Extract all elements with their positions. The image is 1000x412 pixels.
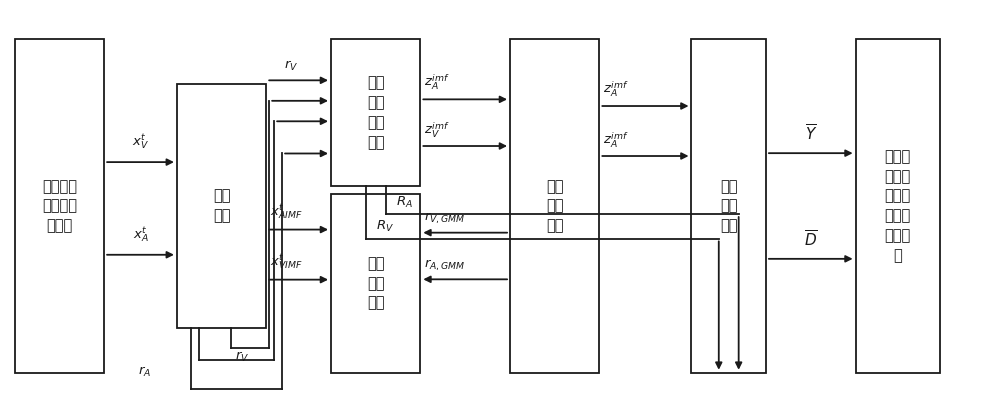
Text: 信号
残差
频谱
特征: 信号 残差 频谱 特征	[367, 75, 384, 150]
Bar	[510, 40, 599, 372]
Text: 频谱
特征
提取: 频谱 特征 提取	[367, 256, 384, 311]
Text: 球磨机振
声振动信
号测量: 球磨机振 声振动信 号测量	[42, 179, 77, 233]
Text: $r_{A,GMM}$: $r_{A,GMM}$	[424, 258, 466, 273]
Text: $\overline{Y}$: $\overline{Y}$	[805, 124, 817, 144]
Text: 信号
分解: 信号 分解	[213, 189, 230, 223]
Text: $r_{V,GMM}$: $r_{V,GMM}$	[424, 211, 466, 226]
Text: 球磨机
负荷参
数软测
量值及
置信区
间: 球磨机 负荷参 数软测 量值及 置信区 间	[885, 149, 911, 263]
Bar	[331, 194, 420, 372]
Bar	[691, 40, 766, 372]
Text: $z_A^{imf}$: $z_A^{imf}$	[603, 130, 629, 150]
Text: $R_A$: $R_A$	[396, 195, 412, 210]
Text: $x_{VIMF}^t$: $x_{VIMF}^t$	[270, 253, 303, 272]
Text: 特征
函数
聚类: 特征 函数 聚类	[546, 179, 563, 233]
Text: $r_V$: $r_V$	[235, 350, 250, 364]
Text: $R_V$: $R_V$	[376, 219, 394, 234]
Text: $z_A^{imf}$: $z_A^{imf}$	[424, 73, 450, 92]
Text: $\overline{D}$: $\overline{D}$	[804, 230, 818, 250]
Text: $r_V$: $r_V$	[284, 59, 299, 73]
Text: 高斯
过程
回归: 高斯 过程 回归	[720, 179, 737, 233]
Bar	[331, 40, 420, 186]
Bar	[177, 84, 266, 328]
Bar	[856, 40, 940, 372]
Text: $z_A^{imf}$: $z_A^{imf}$	[603, 79, 629, 99]
Text: $x_V^t$: $x_V^t$	[132, 133, 149, 152]
Bar	[15, 40, 104, 372]
Text: $x_A^t$: $x_A^t$	[133, 225, 148, 245]
Text: $r_A$: $r_A$	[138, 365, 151, 379]
Text: $x_{AIMF}^t$: $x_{AIMF}^t$	[270, 203, 303, 222]
Text: $z_V^{imf}$: $z_V^{imf}$	[424, 120, 450, 140]
